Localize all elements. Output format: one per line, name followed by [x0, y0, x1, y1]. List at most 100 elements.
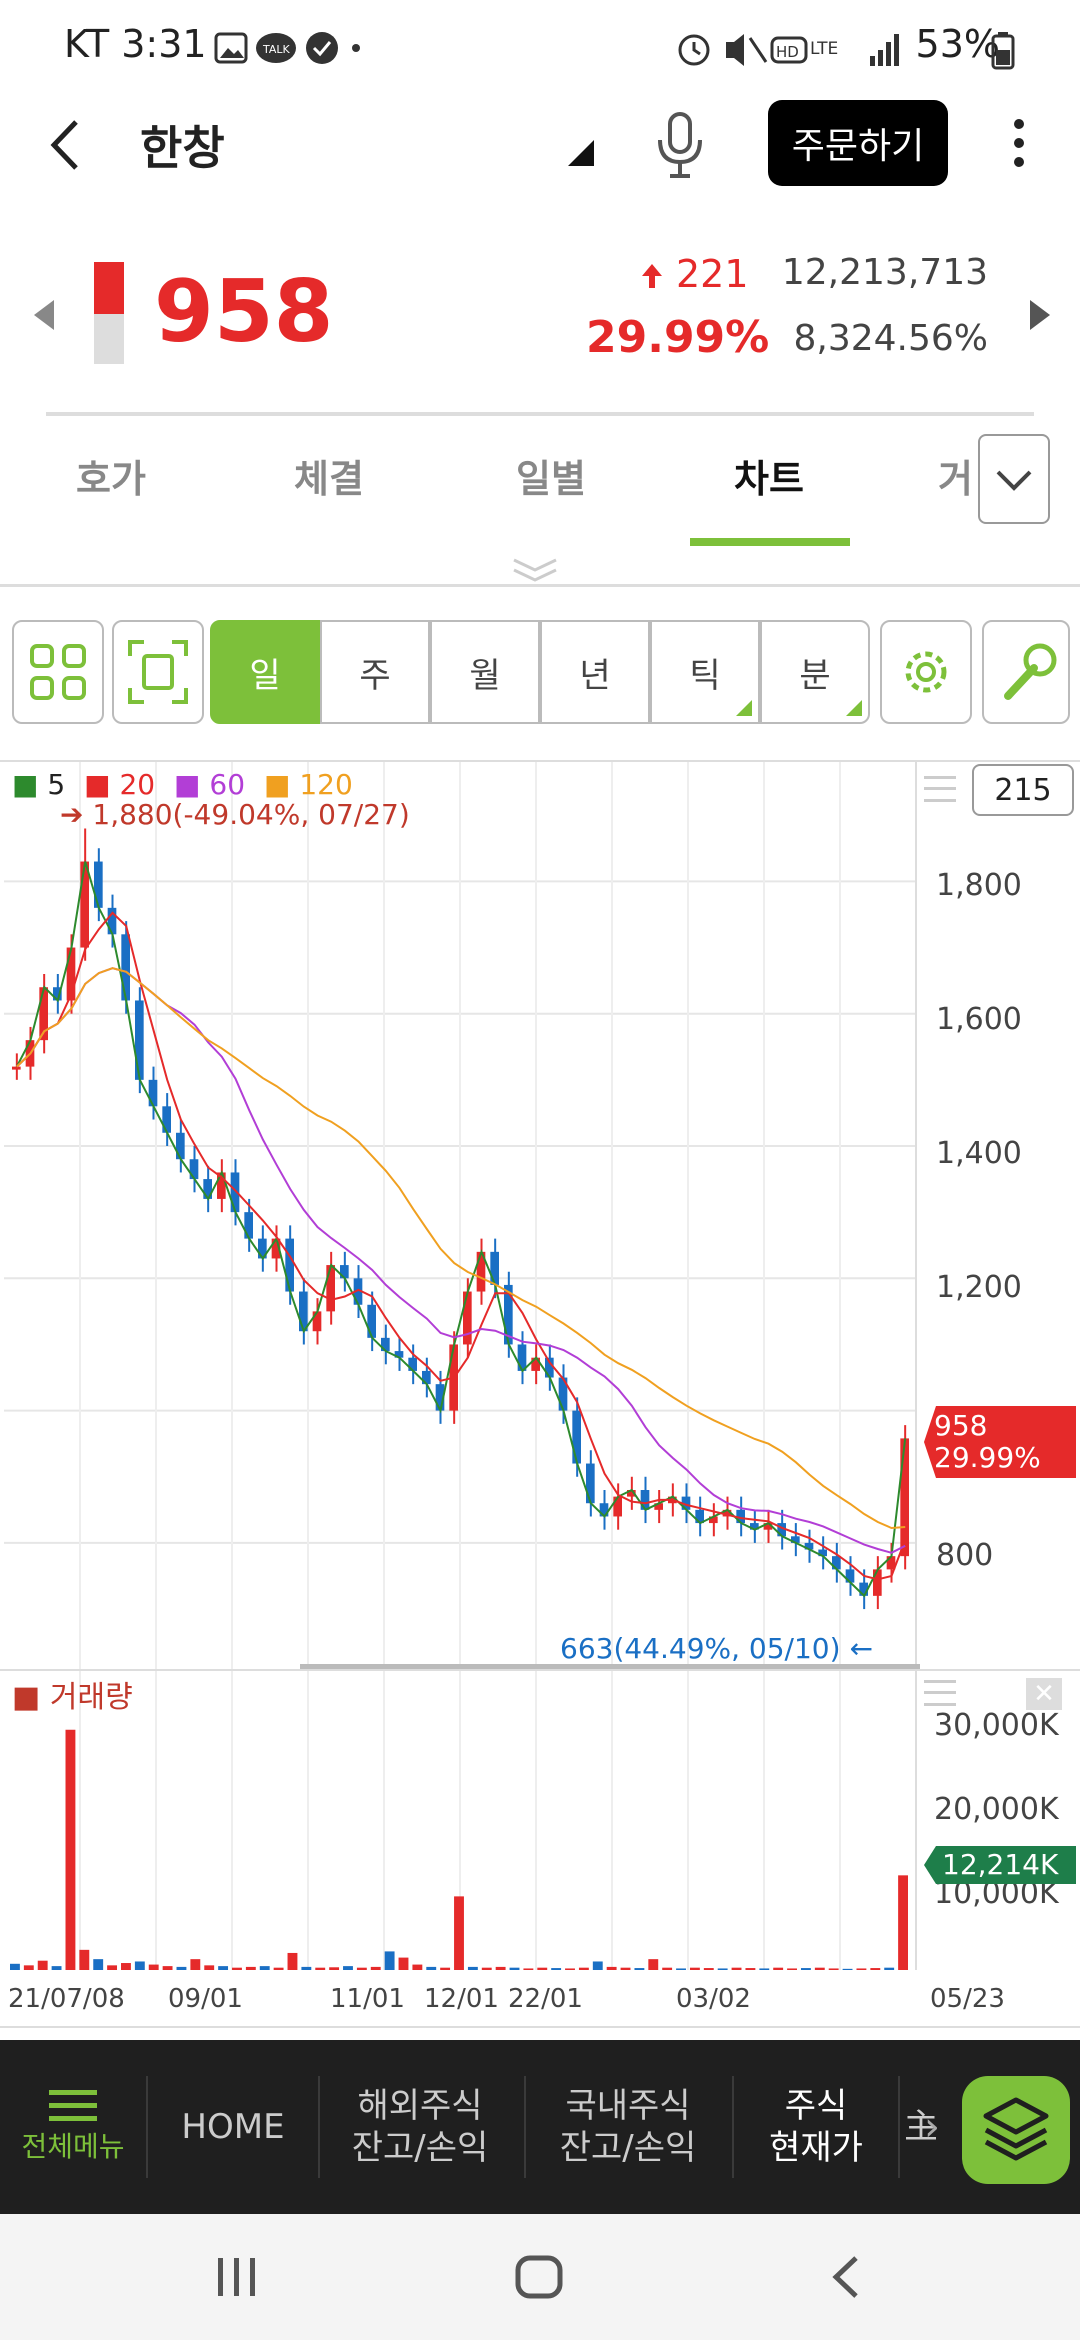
candle — [599, 1503, 609, 1517]
chart-settings-button[interactable] — [880, 620, 972, 724]
candle — [326, 1265, 335, 1312]
up-arrow-icon — [642, 264, 662, 288]
candle — [381, 1337, 390, 1352]
volume-bar — [204, 1965, 215, 1970]
tabs-expand-button[interactable] — [978, 434, 1050, 524]
chart-tools-button[interactable] — [982, 620, 1070, 724]
microphone-icon[interactable] — [652, 110, 708, 180]
nav-overseas-balance[interactable]: 해외주식 잔고/손익 — [351, 2086, 489, 2168]
pane-resize-handle[interactable] — [300, 1664, 920, 1669]
home-icon[interactable] — [514, 2254, 566, 2300]
volume-bar — [842, 1968, 853, 1970]
all-menu-button[interactable]: 전체메뉴 — [0, 2040, 146, 2214]
nav-home[interactable]: HOME — [181, 2107, 285, 2147]
layers-button[interactable] — [962, 2076, 1070, 2184]
prev-stock-arrow-icon[interactable] — [34, 300, 56, 330]
candle — [148, 1079, 158, 1107]
stock-title[interactable]: 한창 — [140, 121, 225, 175]
battery-icon — [991, 32, 1015, 70]
daily-range-indicator — [94, 262, 124, 364]
chart-panel-handle-icon[interactable] — [924, 776, 956, 802]
candle — [271, 1238, 281, 1259]
order-button[interactable]: 주문하기 — [768, 100, 948, 186]
candle — [873, 1569, 882, 1596]
tab-trades[interactable]: 체결 — [294, 457, 364, 501]
tab-daily[interactable]: 일별 — [516, 457, 586, 501]
volume-bar — [870, 1968, 881, 1970]
candle — [217, 1172, 226, 1199]
nav-current-price[interactable]: 주식 현재가 — [769, 2086, 863, 2168]
y-tick: 1,200 — [936, 1270, 1022, 1305]
candle — [572, 1410, 581, 1464]
candle — [230, 1172, 240, 1213]
candle — [832, 1556, 841, 1570]
volume-bar — [37, 1960, 48, 1970]
fullscreen-button[interactable] — [112, 620, 204, 724]
nav-domestic-balance[interactable]: 국내주식 잔고/손익 — [559, 2086, 697, 2168]
volume-bar — [565, 1968, 575, 1970]
volume-bar — [856, 1968, 867, 1970]
volume-bar — [412, 1964, 423, 1970]
tab-chart[interactable]: 차트 — [734, 457, 804, 501]
volume-bar — [287, 1952, 298, 1970]
tab-partial[interactable]: 거 — [938, 457, 973, 501]
candle — [285, 1238, 294, 1292]
candle — [353, 1278, 363, 1305]
chevron-down-icon — [996, 470, 1032, 491]
divider — [0, 584, 1080, 587]
volume-bar — [370, 1966, 381, 1970]
svg-text:HD: HD — [776, 43, 799, 61]
candle — [299, 1291, 308, 1332]
close-volume-icon[interactable]: ✕ — [1026, 1678, 1062, 1710]
candle — [545, 1357, 554, 1378]
x-tick: 05/23 — [930, 1984, 1005, 2014]
volume-panel-handle-icon[interactable] — [924, 1680, 956, 1706]
volume-bar — [606, 1966, 617, 1970]
current-volume-tag: 12,214K — [924, 1846, 1076, 1884]
volume-bar — [648, 1959, 659, 1970]
back-icon[interactable] — [826, 2254, 866, 2300]
volume-bar — [523, 1968, 534, 1970]
nav-divider — [318, 2076, 320, 2178]
volume-bar — [592, 1961, 603, 1970]
chart-area[interactable] — [0, 760, 1080, 2028]
period-month[interactable]: 월 — [430, 620, 540, 724]
volume-bar — [828, 1968, 839, 1970]
candle — [777, 1523, 786, 1537]
candle — [312, 1311, 322, 1332]
candle — [490, 1251, 499, 1285]
nav-partial-item[interactable]: 主 — [906, 2107, 936, 2147]
candle — [12, 1066, 21, 1070]
candle — [586, 1463, 595, 1504]
current-price-tag: 958 29.99% — [924, 1406, 1076, 1478]
volume-bar — [745, 1968, 756, 1970]
volume-bar — [343, 1966, 353, 1970]
candle-count-box[interactable]: 215 — [972, 764, 1074, 816]
period-week[interactable]: 주 — [320, 620, 430, 724]
period-day[interactable]: 일 — [210, 620, 320, 724]
high-note: ➔ 1,880(-49.04%, 07/27) — [60, 798, 410, 831]
x-tick: 03/02 — [676, 1984, 751, 2014]
stock-selector-triangle-icon[interactable] — [568, 140, 594, 166]
period-tick[interactable]: 틱 — [650, 620, 760, 724]
battery-text: 53% — [915, 22, 1000, 66]
back-arrow-icon[interactable] — [38, 110, 98, 180]
more-options-icon[interactable] — [1004, 108, 1034, 178]
trade-volume: 12,213,713 — [781, 252, 988, 293]
price-chart[interactable] — [0, 762, 1080, 2026]
recent-apps-icon[interactable] — [214, 2254, 258, 2300]
nav-scroll-right-icon[interactable]: › — [924, 2104, 940, 2150]
next-stock-arrow-icon[interactable] — [1028, 300, 1050, 330]
volume-bar — [10, 1963, 20, 1970]
y-tick: 1,400 — [936, 1136, 1022, 1171]
volume-bar — [93, 1959, 104, 1970]
svg-text:TALK: TALK — [262, 43, 291, 56]
candle — [189, 1159, 199, 1180]
multi-chart-button[interactable] — [12, 620, 104, 724]
tab-hoga[interactable]: 호가 — [76, 457, 146, 501]
volume-bar — [245, 1966, 256, 1970]
ma-legend-20: 20 — [119, 768, 156, 801]
period-year[interactable]: 년 — [540, 620, 650, 724]
period-minute[interactable]: 분 — [760, 620, 870, 724]
collapse-header-icon[interactable] — [510, 556, 560, 584]
